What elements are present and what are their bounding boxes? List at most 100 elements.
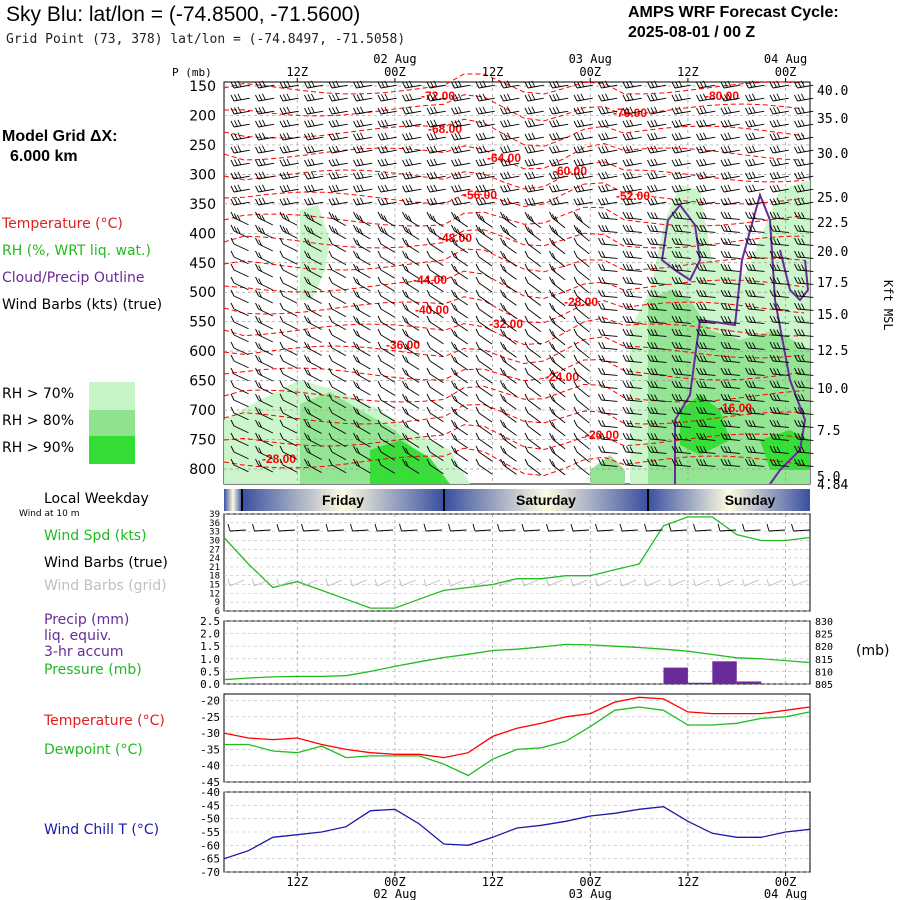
wind-barb-flag <box>451 146 455 154</box>
wind-barb <box>696 406 716 415</box>
wind-barb-shaft <box>723 425 740 428</box>
wind-barb-shaft <box>380 425 395 435</box>
wind-barb-shaft <box>650 321 667 324</box>
wind-barb-flag <box>408 80 413 87</box>
wind-barb-flag <box>801 251 805 258</box>
wind-barb <box>720 341 740 350</box>
grid-wind-barb-flag <box>619 578 623 587</box>
wind-barb <box>230 184 250 193</box>
wind-barb-flag <box>696 354 700 362</box>
wind-barb <box>377 119 397 128</box>
wind-barb-flag <box>751 171 756 178</box>
wind-barb <box>353 197 373 206</box>
wind-barb-flag <box>377 81 382 89</box>
wind-barb-flag <box>650 81 655 88</box>
wind-barb-shaft <box>258 282 274 291</box>
wind-barb-shaft <box>331 373 347 383</box>
wind-barb <box>426 184 446 193</box>
wind-barb-flag <box>794 315 798 323</box>
wind-barb-flag <box>426 367 431 375</box>
grid-wind-barb <box>521 578 539 587</box>
wind-barb <box>671 93 691 102</box>
wind-barb-flag <box>304 198 308 206</box>
wind-barb-flag <box>573 198 578 206</box>
wind-barb <box>475 315 493 332</box>
wind-barb <box>573 132 593 141</box>
wind-barb-flag <box>304 406 308 414</box>
wind-barb <box>622 211 642 220</box>
wind-barb <box>573 328 590 346</box>
wind-barb-flag <box>752 303 756 310</box>
wind-barb-flag <box>678 264 683 271</box>
wind-barb-flag <box>328 289 333 297</box>
wind-barb <box>230 237 249 252</box>
wind-barb-flag <box>727 106 732 113</box>
wind-barb-flag <box>524 302 529 310</box>
wind-barb-flag <box>622 250 627 258</box>
top-time-tick: 00Z <box>775 65 797 79</box>
wind-barb-flag <box>745 185 749 193</box>
wind-barb <box>426 158 446 167</box>
wind-barb-shaft <box>258 334 274 343</box>
wind-barb-flag <box>356 120 361 127</box>
grid-wind-barb-flag <box>595 578 598 587</box>
wind-barb <box>230 106 250 115</box>
wind-barb-flag <box>359 93 364 100</box>
surface-wind-barb-shaft <box>744 529 761 532</box>
wind-barb-flag <box>524 159 529 167</box>
wind-barb-flag <box>629 420 634 427</box>
wind-barb-shaft <box>331 360 347 370</box>
wind-barb-flag <box>675 459 679 466</box>
top-time-tick: 12Z <box>286 65 308 79</box>
wind-barb-flag <box>524 263 529 271</box>
wind-barb <box>353 145 373 154</box>
temperature-contour-line <box>223 94 805 122</box>
wind-barb-flag <box>230 250 235 258</box>
wind-barb-shaft <box>576 295 590 307</box>
wind-barb-shaft <box>331 334 347 344</box>
wind-barb-flag <box>457 132 462 139</box>
wind-barb-flag <box>451 159 455 167</box>
wind-barb <box>475 406 493 423</box>
wind-barb <box>279 171 299 180</box>
wind-barb-flag <box>451 367 455 375</box>
wind-barb-flag <box>549 263 553 271</box>
wind-barb-flag <box>745 159 749 167</box>
wind-barb <box>573 393 590 411</box>
wind-barb-flag <box>286 171 291 178</box>
wind-barb-flag <box>626 251 630 258</box>
wind-barb-flag <box>626 290 630 297</box>
wind-barb-flag <box>279 419 284 427</box>
wind-barb <box>598 315 618 324</box>
wind-barb <box>500 263 517 280</box>
wind-barb-flag <box>524 289 529 297</box>
wind-barb <box>720 445 740 454</box>
wind-barb <box>500 406 517 423</box>
wind-barb-flag <box>405 356 409 364</box>
wind-barb-flag <box>307 81 312 88</box>
wind-barb <box>426 289 444 306</box>
wind-barb-flag <box>622 133 627 141</box>
wind-barb-flag <box>286 145 291 152</box>
wind-barb-flag <box>426 393 431 401</box>
wind-barb-flag <box>528 107 532 114</box>
wind-barb <box>402 171 422 180</box>
wind-barb <box>500 80 520 89</box>
wind-barb <box>451 367 469 384</box>
wind-barb-flag <box>650 264 655 271</box>
wind-barb-shaft <box>772 217 789 220</box>
wind-barb-flag <box>255 276 259 284</box>
wind-barb-flag <box>573 172 578 180</box>
wind-barb <box>304 224 322 239</box>
wind-barb <box>696 263 716 272</box>
wind-barb-shaft <box>650 188 667 193</box>
surface-wind-barb <box>693 523 712 532</box>
kft-tick-label: 25.0 <box>817 191 848 206</box>
wind-barb-flag <box>702 184 707 191</box>
wind-barb-flag <box>503 81 508 88</box>
wind-barb-flag <box>230 302 235 310</box>
wind-barb-flag <box>773 225 777 232</box>
wind-barb-flag <box>230 393 235 401</box>
wind-barb-shaft <box>527 175 544 180</box>
wind-barb <box>549 184 569 193</box>
